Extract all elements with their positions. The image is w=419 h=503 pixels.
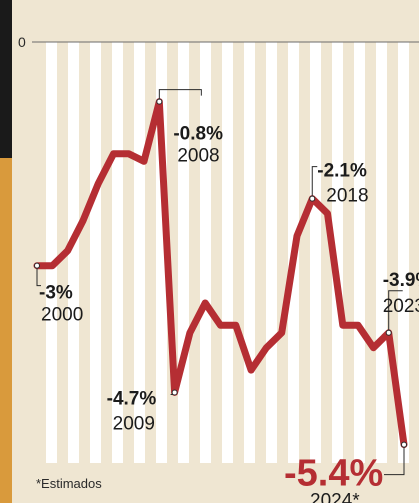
marker-2009 bbox=[171, 389, 178, 396]
year-label-2018: 2018 bbox=[326, 186, 368, 207]
value-label-2008: -0.8% bbox=[173, 124, 223, 145]
stripe-5 bbox=[156, 42, 167, 463]
point-2005 bbox=[112, 152, 115, 156]
marker-2008 bbox=[156, 98, 163, 105]
stripe-4 bbox=[134, 42, 145, 463]
annotation-2009: -4.7% 2009 bbox=[107, 388, 178, 434]
stripe-1 bbox=[68, 42, 79, 463]
value-label-2000: -3% bbox=[39, 283, 73, 304]
left-accent-bar-top bbox=[0, 0, 12, 158]
stripe-15 bbox=[376, 42, 387, 463]
leader-2000 bbox=[36, 265, 41, 287]
stripe-10 bbox=[266, 42, 277, 463]
point-2020 bbox=[341, 324, 345, 327]
annotation-2024: -5.4%2024* bbox=[284, 441, 407, 503]
point-2002 bbox=[66, 249, 69, 252]
left-accent-bar-bottom bbox=[0, 158, 12, 503]
stripe-3 bbox=[112, 42, 123, 463]
stripe-2 bbox=[90, 42, 101, 463]
point-2017 bbox=[295, 234, 299, 238]
year-label-2009: 2009 bbox=[113, 413, 155, 434]
year-label-2008: 2008 bbox=[177, 146, 219, 167]
point-2014 bbox=[249, 368, 253, 372]
leader-2024 bbox=[384, 444, 405, 476]
marker-2018 bbox=[309, 195, 316, 202]
year-label-2000: 2000 bbox=[41, 305, 83, 326]
year-label-2023: 2023* bbox=[383, 296, 419, 317]
annotation-layer: -3%2000 -0.8%2008 -4.7% 2009 -2.1% 2018 -3.9% 2… bbox=[34, 89, 419, 503]
leader-2008 bbox=[158, 89, 202, 102]
point-2019 bbox=[326, 212, 329, 215]
leader-2018 bbox=[311, 166, 318, 199]
annotation-2000: -3%2000 bbox=[34, 262, 83, 326]
point-2007 bbox=[142, 160, 146, 163]
annotation-2018: -2.1% 2018 bbox=[309, 161, 369, 207]
point-2021 bbox=[356, 324, 360, 327]
marker-2000 bbox=[34, 262, 40, 269]
point-2022 bbox=[372, 346, 375, 349]
stripe-16 bbox=[398, 42, 409, 463]
leader-2023 bbox=[388, 290, 403, 333]
stripe-8 bbox=[222, 42, 233, 463]
point-2013 bbox=[234, 324, 237, 327]
point-2010 bbox=[188, 331, 192, 334]
value-label-2024: -5.4% bbox=[284, 453, 383, 495]
stripe-9 bbox=[244, 42, 255, 463]
point-2011 bbox=[204, 301, 207, 305]
stripe-6 bbox=[178, 42, 189, 463]
point-2006 bbox=[127, 152, 130, 156]
stripe-13 bbox=[332, 42, 343, 463]
value-label-2023: -3.9% bbox=[383, 270, 419, 291]
background-stripes bbox=[46, 42, 409, 463]
point-2012 bbox=[219, 324, 222, 327]
annotation-2008: -0.8%2008 bbox=[156, 89, 223, 167]
year-label-2024: 2024* bbox=[310, 491, 360, 503]
stripe-7 bbox=[200, 42, 211, 463]
stripe-0 bbox=[46, 42, 57, 463]
point-2003 bbox=[81, 219, 85, 223]
stripe-12 bbox=[310, 42, 321, 463]
stripe-14 bbox=[354, 42, 365, 463]
point-2016 bbox=[280, 331, 283, 334]
point-2015 bbox=[265, 346, 268, 349]
footnote: *Estimados bbox=[36, 476, 102, 491]
marker-2023 bbox=[385, 329, 392, 336]
annotation-2023: -3.9% 2023* bbox=[383, 270, 419, 336]
value-label-2009: -4.7% bbox=[107, 388, 157, 409]
point-2004 bbox=[96, 182, 100, 185]
value-label-2018: -2.1% bbox=[317, 161, 367, 182]
point-2001 bbox=[51, 264, 54, 267]
y-tick-label-0: 0 bbox=[18, 34, 26, 50]
marker-2024 bbox=[401, 441, 407, 448]
